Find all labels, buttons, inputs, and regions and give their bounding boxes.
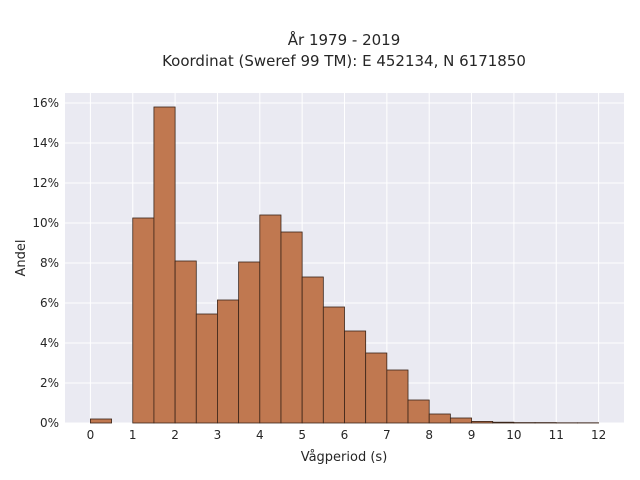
y-tick-label: 6% (40, 296, 59, 310)
histogram-bar (153, 106, 176, 424)
x-tick-label: 8 (425, 428, 433, 442)
histogram-bar (344, 330, 367, 424)
x-tick-label: 1 (129, 428, 137, 442)
x-tick-label: 7 (383, 428, 391, 442)
x-tick-label: 10 (506, 428, 521, 442)
x-tick-label: 5 (298, 428, 306, 442)
y-tick-label: 16% (32, 96, 59, 110)
histogram-bar (195, 313, 218, 424)
histogram-bar (386, 369, 409, 424)
y-axis-label: Andel (14, 240, 29, 277)
histogram-bar (132, 217, 155, 424)
y-tick-label: 10% (32, 216, 59, 230)
histogram-bar (90, 418, 112, 424)
x-axis-ticks: 0 1 2 3 4 5 6 7 8 9 10 11 12 (87, 428, 607, 442)
y-tick-label: 12% (32, 176, 59, 190)
y-axis-ticks: 0% 2% 4% 6% 8% 10% 12% 14% 16% (32, 96, 59, 430)
chart-title-line2: Koordinat (Sweref 99 TM): E 452134, N 61… (162, 52, 526, 70)
y-tick-label: 8% (40, 256, 59, 270)
x-tick-label: 11 (549, 428, 564, 442)
histogram-bar (407, 399, 430, 424)
chart-title-line1: År 1979 - 2019 (288, 30, 401, 49)
x-tick-label: 4 (256, 428, 264, 442)
y-tick-label: 14% (32, 136, 59, 150)
x-tick-label: 2 (171, 428, 179, 442)
histogram-bar (449, 417, 472, 424)
x-tick-label: 3 (214, 428, 222, 442)
histogram-bar (217, 299, 240, 424)
histogram-bar (471, 420, 494, 424)
histogram-bar (259, 214, 282, 424)
x-tick-label: 0 (87, 428, 95, 442)
histogram-bar (492, 421, 515, 424)
x-tick-label: 9 (468, 428, 476, 442)
x-axis-label: Vågperiod (s) (301, 450, 388, 465)
histogram-bar (365, 352, 388, 424)
bars (90, 106, 599, 424)
x-tick-label: 12 (591, 428, 606, 442)
histogram-bar (238, 261, 261, 424)
histogram-bar (280, 231, 303, 424)
histogram-bar (301, 276, 324, 424)
histogram-bar (322, 306, 345, 424)
x-tick-label: 6 (341, 428, 349, 442)
y-tick-label: 4% (40, 336, 59, 350)
histogram-bar (428, 413, 451, 424)
y-tick-label: 0% (40, 416, 59, 430)
histogram-bar (174, 260, 197, 424)
y-tick-label: 2% (40, 376, 59, 390)
